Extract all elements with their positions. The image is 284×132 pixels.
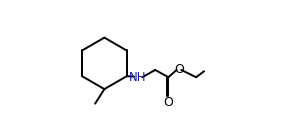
Text: O: O <box>164 96 173 109</box>
Text: NH: NH <box>129 71 147 84</box>
Text: O: O <box>174 63 184 76</box>
